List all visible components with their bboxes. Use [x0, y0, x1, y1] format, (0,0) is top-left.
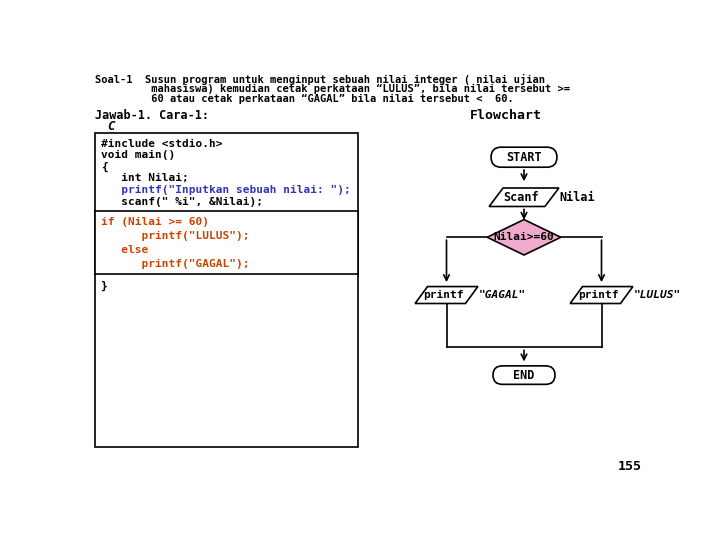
Text: "LULUS": "LULUS" [634, 290, 681, 300]
Text: mahasiswa) kemudian cetak perkataan “LULUS”, bila nilai tersebut >=: mahasiswa) kemudian cetak perkataan “LUL… [94, 84, 570, 94]
Text: START: START [506, 151, 542, 164]
Text: void main(): void main() [101, 150, 175, 160]
Text: }: } [101, 280, 107, 291]
Text: printf("Inputkan sebuah nilai: ");: printf("Inputkan sebuah nilai: "); [101, 185, 351, 195]
Text: Nilai>=60: Nilai>=60 [494, 232, 554, 242]
Text: END: END [513, 369, 535, 382]
Text: 155: 155 [618, 460, 642, 473]
Text: printf: printf [423, 290, 464, 300]
Text: Scanf: Scanf [503, 191, 539, 204]
Text: Flowchart: Flowchart [469, 110, 541, 123]
FancyBboxPatch shape [491, 147, 557, 167]
Text: if (Nilai >= 60): if (Nilai >= 60) [101, 217, 209, 227]
Text: #include <stdio.h>: #include <stdio.h> [101, 139, 222, 148]
Text: 60 atau cetak perkataan “GAGAL” bila nilai tersebut <  60.: 60 atau cetak perkataan “GAGAL” bila nil… [94, 94, 513, 104]
Text: else: else [101, 245, 148, 255]
Polygon shape [415, 287, 478, 303]
Text: printf("GAGAL");: printf("GAGAL"); [101, 259, 249, 269]
Text: Nilai: Nilai [559, 191, 595, 204]
Text: Jawab-1. Cara-1:: Jawab-1. Cara-1: [94, 110, 209, 123]
Text: C: C [107, 120, 114, 133]
Text: "GAGAL": "GAGAL" [479, 290, 526, 300]
Text: int Nilai;: int Nilai; [101, 173, 189, 184]
Bar [94, 211, 358, 274]
Polygon shape [487, 220, 561, 255]
Text: Soal-1  Susun program untuk menginput sebuah nilai integer ( nilai ujian: Soal-1 Susun program untuk menginput seb… [94, 74, 544, 85]
Text: {: { [101, 162, 107, 172]
Polygon shape [489, 188, 559, 206]
Text: scanf(" %i", &Nilai);: scanf(" %i", &Nilai); [101, 197, 263, 206]
FancyBboxPatch shape [493, 366, 555, 384]
Text: printf("LULUS");: printf("LULUS"); [101, 231, 249, 241]
Bar [94, 132, 358, 447]
Text: printf: printf [578, 290, 618, 300]
Polygon shape [570, 287, 633, 303]
